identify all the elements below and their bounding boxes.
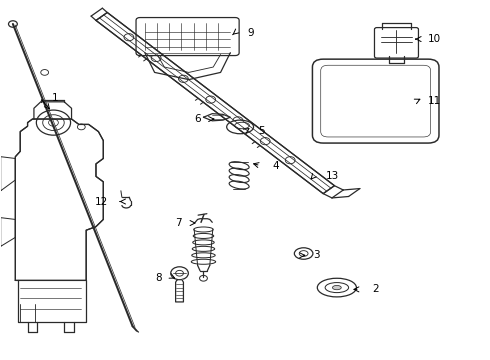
FancyBboxPatch shape [374, 28, 418, 58]
Ellipse shape [191, 259, 216, 264]
Ellipse shape [332, 285, 341, 290]
Text: 12: 12 [95, 197, 108, 207]
Text: 3: 3 [314, 250, 320, 260]
Ellipse shape [318, 278, 356, 297]
Ellipse shape [193, 240, 214, 245]
Ellipse shape [192, 253, 215, 258]
Text: 8: 8 [155, 273, 162, 283]
Text: 4: 4 [273, 161, 279, 171]
Ellipse shape [227, 120, 253, 134]
Text: 5: 5 [258, 126, 265, 135]
Ellipse shape [194, 227, 213, 232]
Text: 2: 2 [372, 284, 379, 294]
Text: 13: 13 [326, 171, 339, 181]
Text: 11: 11 [428, 96, 441, 106]
Polygon shape [203, 114, 230, 121]
Text: 9: 9 [247, 28, 254, 38]
Text: 6: 6 [195, 114, 201, 124]
Polygon shape [15, 119, 103, 280]
FancyBboxPatch shape [313, 59, 439, 143]
Polygon shape [96, 13, 335, 194]
Ellipse shape [193, 233, 214, 238]
Polygon shape [175, 280, 183, 302]
Text: 10: 10 [428, 34, 441, 44]
Text: 7: 7 [175, 218, 181, 228]
Text: 1: 1 [52, 93, 59, 103]
Ellipse shape [294, 248, 313, 259]
Ellipse shape [192, 246, 215, 251]
FancyBboxPatch shape [136, 18, 239, 55]
